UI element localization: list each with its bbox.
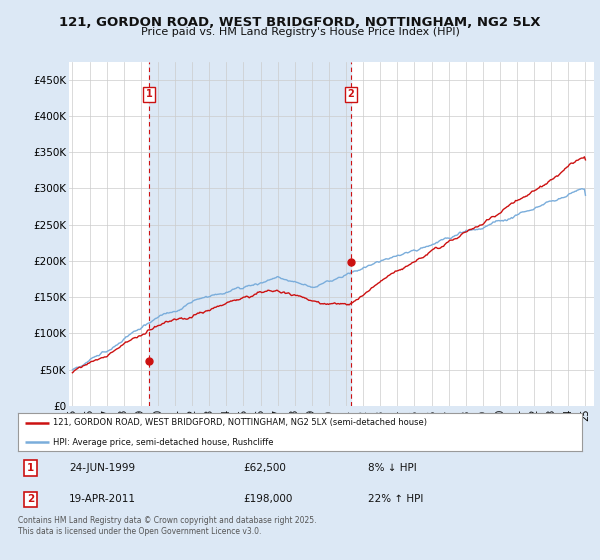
Text: 24-JUN-1999: 24-JUN-1999 bbox=[69, 463, 135, 473]
Text: HPI: Average price, semi-detached house, Rushcliffe: HPI: Average price, semi-detached house,… bbox=[53, 438, 274, 447]
Text: £198,000: £198,000 bbox=[244, 494, 293, 505]
Bar bbox=[149, 62, 351, 406]
Text: 22% ↑ HPI: 22% ↑ HPI bbox=[368, 494, 423, 505]
Text: Price paid vs. HM Land Registry's House Price Index (HPI): Price paid vs. HM Land Registry's House … bbox=[140, 27, 460, 38]
Text: 2: 2 bbox=[27, 494, 34, 505]
Text: 8% ↓ HPI: 8% ↓ HPI bbox=[368, 463, 416, 473]
Text: 1: 1 bbox=[146, 89, 152, 99]
Text: 2: 2 bbox=[347, 89, 354, 99]
Text: £62,500: £62,500 bbox=[244, 463, 286, 473]
Text: 121, GORDON ROAD, WEST BRIDGFORD, NOTTINGHAM, NG2 5LX: 121, GORDON ROAD, WEST BRIDGFORD, NOTTIN… bbox=[59, 16, 541, 29]
Text: Contains HM Land Registry data © Crown copyright and database right 2025.
This d: Contains HM Land Registry data © Crown c… bbox=[18, 516, 317, 536]
Text: 1: 1 bbox=[27, 463, 34, 473]
Text: 121, GORDON ROAD, WEST BRIDGFORD, NOTTINGHAM, NG2 5LX (semi-detached house): 121, GORDON ROAD, WEST BRIDGFORD, NOTTIN… bbox=[53, 418, 427, 427]
Text: 19-APR-2011: 19-APR-2011 bbox=[69, 494, 136, 505]
